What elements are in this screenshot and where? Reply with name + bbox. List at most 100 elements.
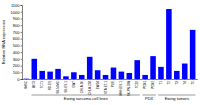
group-label: PDX — [145, 96, 154, 101]
x-tick: PDX2 — [151, 79, 155, 89]
x-tick: T2 — [167, 79, 171, 85]
bar — [47, 72, 53, 79]
y-tick-label: 300 — [13, 57, 20, 62]
y-tick: 100 — [13, 70, 22, 75]
x-tick-label: T1 — [159, 81, 163, 85]
y-axis-title: Relative RNA expression — [1, 20, 6, 64]
y-tick-mark — [21, 39, 23, 40]
y-tick-mark — [21, 32, 23, 33]
x-tick-mark — [42, 79, 43, 80]
y-tick-label: 700 — [13, 30, 20, 35]
x-tick-mark — [34, 79, 35, 80]
x-tick-mark — [65, 79, 66, 80]
bar — [63, 76, 69, 79]
x-tick: SK-PN-DW — [127, 79, 131, 96]
y-tick: 600 — [13, 36, 22, 41]
x-tick: TC71 — [40, 79, 44, 88]
y-tick-mark — [21, 66, 23, 67]
x-tick-mark — [160, 79, 161, 80]
x-tick-label: EW24 — [96, 81, 100, 90]
y-tick: 800 — [13, 23, 22, 28]
x-tick-label: A673 — [32, 81, 36, 88]
x-tick: POE — [111, 79, 115, 87]
y-tick: 300 — [13, 57, 22, 62]
y-axis-line — [21, 6, 23, 80]
x-tick-label: PDX1 — [143, 81, 147, 89]
bar — [95, 70, 101, 79]
x-tick-label: MHH-ES-1 — [119, 81, 123, 96]
x-tick: STA-ET-1 — [104, 79, 108, 94]
x-tick-label: T5 — [191, 81, 195, 85]
x-tick-label: SK-N-MC — [56, 80, 60, 94]
bar — [79, 75, 85, 79]
x-tick-label: T2 — [167, 81, 171, 85]
x-tick: TC32 — [135, 79, 139, 88]
x-tick: EW24 — [96, 79, 100, 89]
group-label: Ewing tumors — [165, 96, 189, 101]
y-tick-label: 200 — [13, 63, 20, 68]
bar — [182, 64, 188, 79]
bar — [142, 75, 148, 79]
bar — [71, 72, 77, 79]
y-tick-label: 0 — [17, 77, 20, 82]
y-tick: 200 — [13, 63, 22, 68]
x-tick-label: TC71 — [40, 81, 44, 89]
x-tick-mark — [121, 79, 122, 80]
x-tick-mark — [50, 79, 51, 80]
x-tick-label: RD-ES — [48, 81, 52, 90]
x-tick-mark — [58, 79, 59, 80]
x-axis: hMSCA673TC71RD-ESSK-N-MCSK-ES-1EW7CHLA-1… — [23, 79, 198, 96]
y-tick-mark — [21, 12, 23, 13]
y-tick: 1100 — [11, 3, 22, 8]
y-tick: 1000 — [11, 10, 22, 15]
y-tick: 400 — [13, 50, 22, 55]
x-tick-mark — [184, 79, 185, 80]
x-tick: T3 — [175, 79, 179, 85]
group-label: Ewing sarcoma cell lines — [64, 96, 108, 101]
bar — [119, 72, 125, 79]
bar — [111, 68, 117, 79]
plot: 010020030040050060070080090010001100hMSC… — [11, 3, 198, 101]
x-tick: T5 — [191, 79, 195, 85]
y-tick-mark — [21, 79, 23, 80]
x-tick-label: CHLA-10 — [80, 81, 84, 94]
bar — [190, 30, 196, 79]
y-tick-label: 1100 — [11, 3, 20, 8]
y-tick-label: 400 — [13, 50, 20, 55]
x-tick-mark — [105, 79, 106, 80]
bars — [24, 9, 196, 79]
bar — [24, 78, 30, 79]
x-tick-mark — [89, 79, 90, 80]
x-tick-label: T4 — [183, 81, 187, 85]
bar — [32, 59, 38, 79]
x-tick-label: STA-ET-1 — [104, 81, 108, 94]
x-tick: PDX1 — [143, 79, 147, 89]
y-tick-label: 800 — [13, 23, 20, 28]
y-tick-mark — [21, 59, 23, 60]
y-tick-label: 600 — [13, 36, 20, 41]
chart: 010020030040050060070080090010001100hMSC… — [0, 0, 200, 105]
x-tick-mark — [168, 79, 169, 80]
y-tick-mark — [21, 18, 23, 19]
y-tick-mark — [21, 72, 23, 73]
x-tick-mark — [137, 79, 138, 80]
bar — [39, 71, 45, 79]
x-axis-line — [23, 79, 198, 81]
y-tick-label: 900 — [13, 16, 20, 21]
x-tick-mark — [145, 79, 146, 80]
y-tick-mark — [21, 52, 23, 53]
y-tick-mark — [21, 25, 23, 26]
bar — [87, 57, 93, 79]
x-tick-mark — [153, 79, 154, 80]
x-tick: T1 — [159, 79, 163, 85]
x-tick-label: SK-ES-1 — [64, 81, 68, 93]
bar — [127, 73, 133, 79]
y-tick: 500 — [13, 43, 22, 48]
x-tick-label: SK-PN-DW — [127, 81, 131, 96]
x-tick-label: T3 — [175, 81, 179, 85]
x-tick-mark — [81, 79, 82, 80]
x-tick-mark — [73, 79, 74, 80]
x-tick-label: TC32 — [135, 81, 139, 89]
y-tick-mark — [21, 5, 23, 6]
y-tick-label: 1000 — [11, 10, 21, 15]
